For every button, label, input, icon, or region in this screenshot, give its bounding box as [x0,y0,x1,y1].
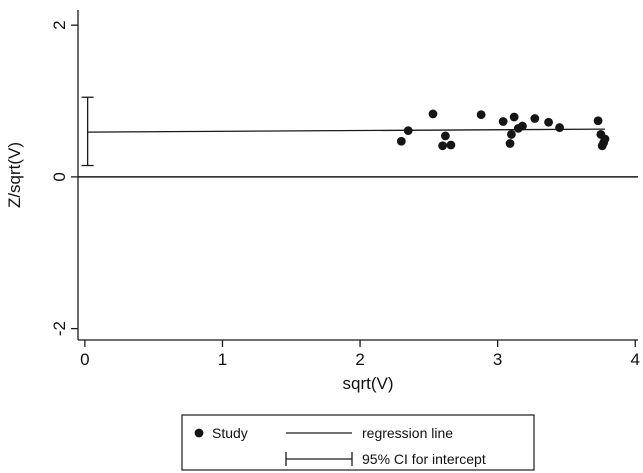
x-tick-label: 0 [80,350,89,369]
y-axis-title: Z/sqrt(V) [5,142,24,208]
study-point [438,141,448,151]
study-point [476,110,486,120]
x-tick-label: 3 [493,350,502,369]
study-point [518,121,527,131]
legend: Study regression line 95% CI for intercept [181,414,535,471]
study-point [505,139,515,148]
legend-regression-label: regression line [362,425,453,441]
legend-ci-label: 95% CI for intercept [362,451,486,467]
y-tick-label: 0 [50,172,69,181]
legend-study-label: Study [212,425,248,441]
x-axis-title: sqrt(V) [343,374,394,393]
study-point [446,140,456,150]
y-tick-label: 2 [50,20,69,29]
x-tick-label: 4 [631,350,640,369]
study-point [509,112,519,122]
study-point [555,123,564,132]
study-point [593,116,603,126]
study-point [428,109,438,119]
plot-area: -2 0 2 0 1 2 3 4 sqrt(V) Z/sqrt(V) [5,10,640,393]
study-point [600,134,610,144]
study-point [403,126,413,136]
study-point [498,117,508,126]
legend-study-marker [194,428,204,438]
legend-box [181,414,535,471]
study-point [507,130,516,139]
y-tick-label: -2 [50,321,69,336]
study-point [530,114,540,123]
x-tick-label: 1 [218,350,227,369]
x-tick-label: 2 [355,350,364,369]
study-point [440,131,450,141]
study-point [396,136,406,146]
study-point [544,117,553,127]
